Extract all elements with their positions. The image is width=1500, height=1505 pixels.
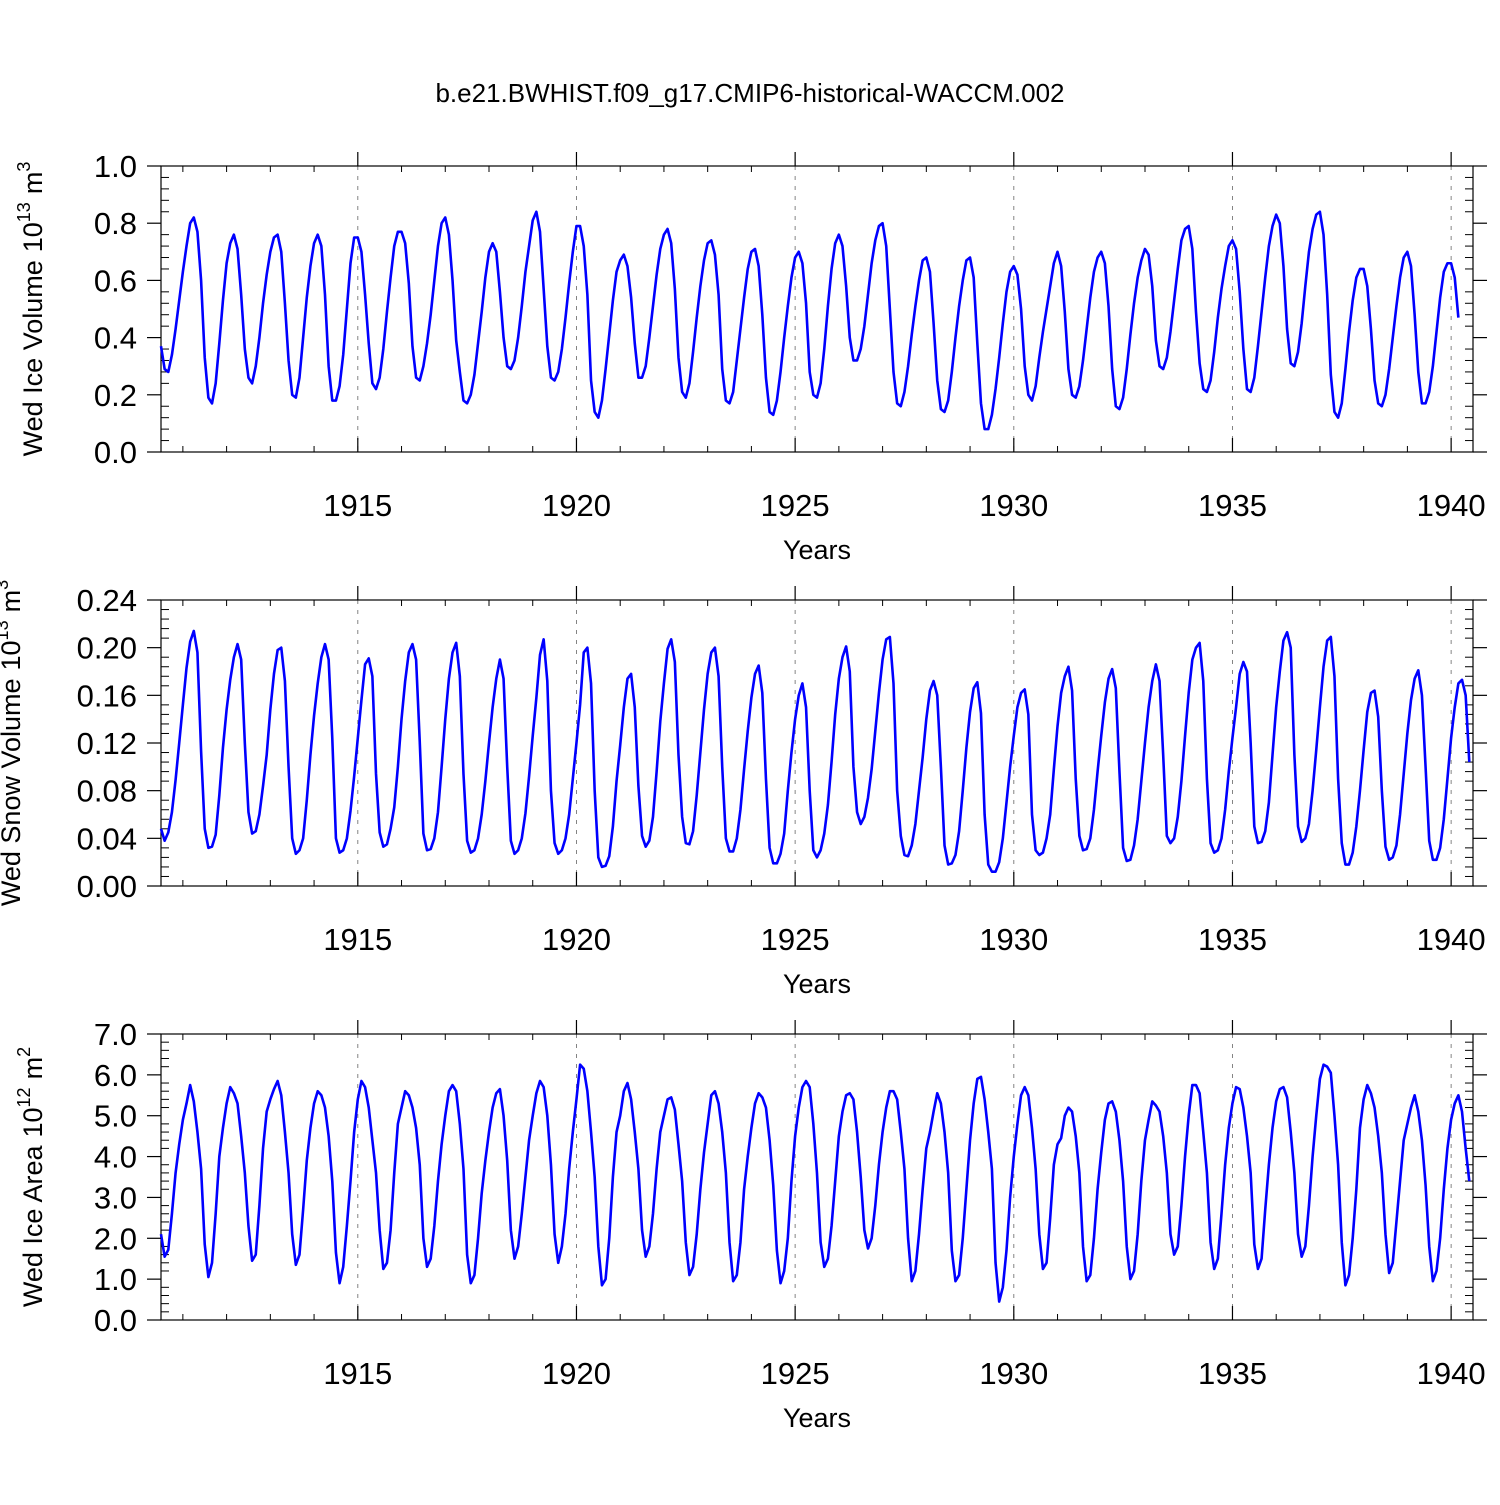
vertical-grid: [357, 166, 1452, 452]
vertical-grid: [357, 600, 1452, 886]
panel-ice-volume: 0.00.20.40.60.81.0 1915 1920 1925 1930 1935 1…: [14, 149, 1487, 565]
y-tick-label: 0.6: [94, 263, 137, 298]
x-tick-label: 1930: [979, 488, 1048, 523]
y-tick-label: 0.16: [77, 678, 137, 713]
x-tick-label: 1935: [1198, 488, 1267, 523]
y-axis-unit-exp: 13: [14, 202, 34, 222]
vertical-grid: [357, 1034, 1452, 1320]
x-tick-label: 1915: [323, 488, 392, 523]
major-ticks: [147, 1020, 1487, 1321]
y-axis-title: Wed Ice Volume 1013 m3: [14, 162, 48, 457]
y-tick-label: 3.0: [94, 1180, 137, 1215]
x-tick-label: 1930: [979, 922, 1048, 957]
y-axis-unit-power: 3: [14, 162, 34, 172]
x-tick-label: 1935: [1198, 1356, 1267, 1391]
y-tick-labels: 0.00 0.04 0.08 0.12 0.16 0.20 0.24: [77, 583, 137, 904]
y-axis-title: Wed Ice Area 1012 m2: [14, 1047, 48, 1307]
x-tick-label: 1925: [761, 1356, 830, 1391]
x-tick-label: 1930: [979, 1356, 1048, 1391]
x-tick-label: 1920: [542, 1356, 611, 1391]
x-tick-label: 1915: [323, 922, 392, 957]
y-tick-label: 0.24: [77, 583, 137, 618]
x-tick-label: 1940: [1417, 488, 1486, 523]
y-tick-label: 6.0: [94, 1058, 137, 1093]
y-axis-unit-base: 10: [18, 222, 48, 252]
plot-frame: [160, 165, 1474, 453]
y-tick-label: 4.0: [94, 1140, 137, 1175]
x-tick-label: 1915: [323, 1356, 392, 1391]
x-tick-label: 1925: [761, 488, 830, 523]
y-tick-label: 0.20: [77, 631, 137, 666]
figure-title: b.e21.BWHIST.f09_g17.CMIP6-historical-WA…: [435, 78, 1064, 108]
panel-snow-volume: 0.00 0.04 0.08 0.12 0.16 0.20 0.24 1915 1920 192…: [0, 580, 1487, 999]
y-tick-label: 7.0: [94, 1017, 137, 1052]
y-axis-unit-base: 10: [18, 1107, 48, 1137]
major-ticks: [147, 586, 1487, 887]
y-tick-labels: 0.0 1.0 2.0 3.0 4.0 5.0 6.0 7.0: [94, 1017, 137, 1338]
y-axis-unit-base: 10: [0, 640, 26, 670]
y-tick-label: 1.0: [94, 1262, 137, 1297]
x-tick-label: 1920: [542, 488, 611, 523]
x-tick-label: 1925: [761, 922, 830, 957]
x-tick-label: 1920: [542, 922, 611, 957]
y-tick-label: 0.2: [94, 378, 137, 413]
minor-ticks: [161, 600, 1473, 886]
x-tick-label: 1935: [1198, 922, 1267, 957]
y-tick-label: 5.0: [94, 1099, 137, 1134]
minor-ticks: [161, 166, 1473, 452]
x-axis-title: Years: [783, 1403, 851, 1433]
x-tick-labels: 1915 1920 1925 1930 1935 1940: [323, 1356, 1485, 1391]
minor-ticks: [161, 1034, 1473, 1320]
y-axis-title: Wed Snow Volume 1013 m3: [0, 580, 26, 906]
y-tick-label: 0.0: [94, 1303, 137, 1338]
y-tick-label: 0.0: [94, 435, 137, 470]
y-tick-label: 0.08: [77, 774, 137, 809]
y-axis-title-name: Wed Ice Volume: [18, 260, 48, 456]
y-axis-unit-exp: 12: [14, 1087, 34, 1107]
x-tick-labels: 1915 1920 1925 1930 1935 1940: [323, 488, 1485, 523]
y-tick-label: 0.04: [77, 821, 137, 856]
y-tick-label: 0.12: [77, 726, 137, 761]
y-tick-label: 1.0: [94, 149, 137, 184]
y-tick-labels: 0.0 0.2 0.4 0.6 0.8 1.0: [94, 149, 137, 470]
x-tick-label: 1940: [1417, 1356, 1486, 1391]
series-line-snow-volume: [159, 629, 1471, 873]
y-axis-unit-power: 2: [14, 1047, 34, 1057]
plot-frame: [160, 1033, 1474, 1321]
y-axis-unit-exp: 13: [0, 620, 12, 640]
x-axis-title: Years: [783, 535, 851, 565]
y-axis-title-name: Wed Snow Volume: [0, 678, 26, 906]
x-tick-label: 1940: [1417, 922, 1486, 957]
x-tick-labels: 1915 1920 1925 1930 1935 1940: [323, 922, 1485, 957]
y-axis-unit: m: [18, 1057, 48, 1080]
series-line-ice-area: [159, 1063, 1471, 1303]
y-tick-label: 0.4: [94, 321, 137, 356]
y-axis-unit-power: 3: [0, 580, 12, 590]
y-tick-label: 0.8: [94, 206, 137, 241]
major-ticks: [147, 152, 1487, 453]
series-line-ice-volume: [159, 210, 1460, 431]
x-axis-title: Years: [783, 969, 851, 999]
y-axis-unit: m: [18, 172, 48, 195]
y-tick-label: 0.00: [77, 869, 137, 904]
y-axis-unit: m: [0, 590, 26, 613]
y-tick-label: 2.0: [94, 1221, 137, 1256]
panel-ice-area: 0.0 1.0 2.0 3.0 4.0 5.0 6.0 7.0 1915 1920 1925 193…: [14, 1017, 1487, 1433]
y-axis-title-name: Wed Ice Area: [18, 1145, 48, 1308]
